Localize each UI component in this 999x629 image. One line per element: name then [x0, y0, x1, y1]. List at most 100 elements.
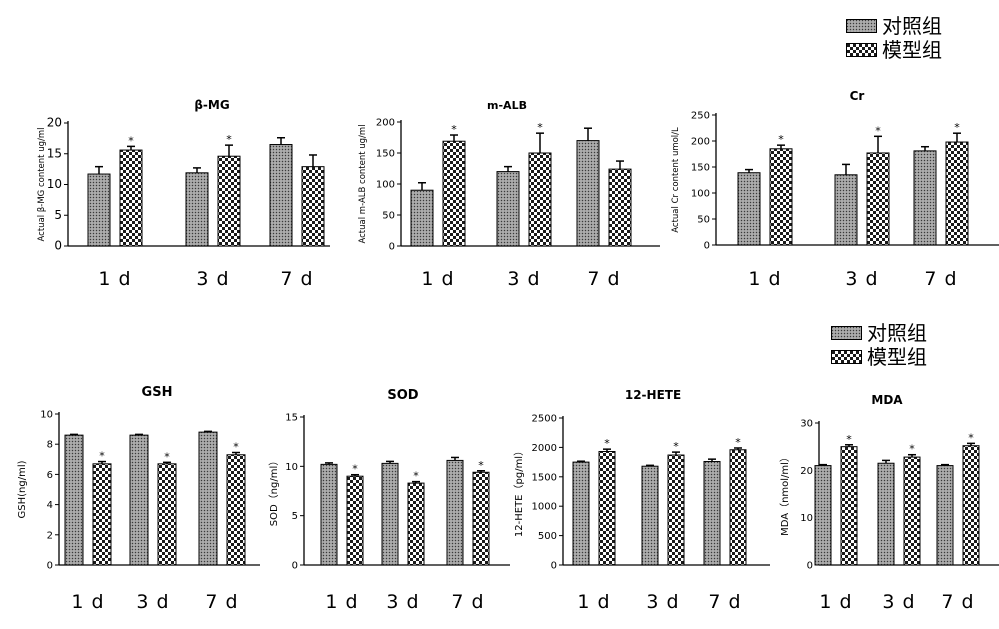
12-hete-chart-svg: 12-HETE 12-HETE（pg/ml） 0 500 1000 1500 2000 250…: [513, 388, 770, 613]
significance-mark: *: [478, 459, 484, 472]
y-tick-label: 10: [40, 410, 53, 421]
bar-control: [446, 459, 464, 566]
chart-beta-mg: β-MG Actual β-MG content ug/ml 0 5 10 15 20 * 1 …: [0, 95, 330, 290]
y-tick-label: 200: [691, 137, 710, 148]
legend-label: 对照组: [882, 14, 942, 38]
x-category-label: 3 d: [136, 591, 169, 613]
y-axis-label: MDA（nmol/ml）: [779, 452, 791, 536]
bar-control: [320, 463, 338, 566]
control-swatch-icon: [846, 19, 877, 33]
y-tick-label: 15: [47, 146, 62, 160]
y-tick-label: 30: [800, 419, 813, 430]
bar-model: [301, 166, 325, 247]
bar-model: [226, 454, 246, 566]
bar-model: [442, 140, 466, 247]
model-swatch-icon: [831, 350, 862, 364]
bar-model: [667, 454, 685, 566]
m-alb-chart-svg: m-ALB Actual m-ALB content ug/ml 0 50 100 150…: [358, 99, 660, 290]
legend-item-model: 模型组: [831, 345, 927, 369]
bar-model: [945, 141, 969, 246]
y-tick-label: 8: [47, 440, 53, 451]
model-swatch-icon: [846, 43, 877, 57]
x-category-label: 7 d: [924, 268, 957, 290]
bar-model: [472, 471, 490, 566]
x-category-label: 1 d: [325, 591, 358, 613]
chart-12-hete: 12-HETE 12-HETE（pg/ml） 0 500 1000 1500 2000 250…: [510, 378, 770, 613]
x-category-label: 1 d: [71, 591, 104, 613]
bar-model: [598, 451, 616, 566]
bar-control: [410, 189, 434, 247]
y-tick-label: 1500: [532, 472, 557, 483]
y-tick-label: 100: [691, 189, 710, 200]
bar-control: [185, 172, 209, 247]
chart-title: SOD: [387, 388, 418, 403]
x-category-label: 1 d: [577, 591, 610, 613]
bar-model: [92, 463, 112, 566]
significance-mark: *: [673, 440, 679, 453]
chart-title: 12-HETE: [625, 388, 681, 402]
x-category-label: 3 d: [507, 268, 540, 290]
x-category-label: 3 d: [646, 591, 679, 613]
chart-cr: Cr Actual Cr content umol/L 0 50 100 150 200 25…: [660, 88, 999, 290]
y-tick-label: 10: [800, 513, 813, 524]
y-tick-label: 20: [47, 116, 62, 130]
beta-mg-chart-svg: β-MG Actual β-MG content ug/ml 0 5 10 15 20 * 1 …: [37, 98, 330, 290]
x-category-label: 1 d: [98, 268, 131, 290]
bar-model: [769, 148, 793, 246]
y-tick-label: 20: [800, 466, 813, 477]
bar-model: [840, 446, 858, 566]
bar-control: [64, 434, 84, 566]
bar-control: [814, 465, 832, 566]
y-tick-label: 0: [292, 561, 298, 572]
y-tick-label: 15: [285, 413, 298, 424]
control-swatch-icon: [831, 326, 862, 340]
significance-mark: *: [604, 437, 610, 450]
significance-mark: *: [875, 124, 881, 137]
y-axis-label: Actual Cr content umol/L: [671, 127, 681, 233]
bar-control: [381, 462, 399, 566]
y-tick-label: 0: [704, 241, 710, 252]
y-tick-label: 100: [376, 180, 395, 191]
significance-mark: *: [128, 134, 134, 147]
chart-sod: SOD SOD（ng/ml） 0 5 10 15 * 1 d * 3 d * 7 d: [260, 378, 510, 613]
chart-title: MDA: [871, 393, 903, 407]
chart-title: Cr: [850, 89, 865, 103]
bar-control: [877, 462, 895, 566]
legend-item-control: 对照组: [846, 14, 942, 38]
significance-mark: *: [909, 443, 915, 456]
bar-control: [913, 150, 937, 246]
chart-title: GSH: [142, 385, 173, 400]
significance-mark: *: [99, 450, 105, 463]
significance-mark: *: [735, 436, 741, 449]
x-category-label: 3 d: [882, 591, 915, 613]
y-tick-label: 0: [47, 561, 53, 572]
y-tick-label: 150: [376, 149, 395, 160]
x-category-label: 1 d: [819, 591, 852, 613]
x-category-label: 7 d: [205, 591, 238, 613]
significance-mark: *: [451, 123, 457, 136]
y-tick-label: 5: [292, 511, 298, 522]
bar-control: [703, 461, 721, 566]
bar-model: [407, 482, 425, 566]
bar-control: [834, 174, 858, 246]
y-tick-label: 0: [807, 561, 813, 572]
y-tick-label: 0: [551, 561, 557, 572]
x-category-label: 1 d: [748, 268, 781, 290]
y-axis-label: GSH(ng/ml): [17, 460, 28, 518]
y-tick-label: 500: [538, 531, 557, 542]
y-tick-label: 50: [382, 211, 395, 222]
y-tick-label: 4: [47, 500, 53, 511]
chart-gsh: GSH GSH(ng/ml) 0 2 4 6 8 10 * 1 d * 3 d * 7 d: [0, 378, 260, 613]
y-tick-label: 0: [389, 242, 395, 253]
bar-model: [528, 152, 552, 247]
y-tick-label: 10: [285, 462, 298, 473]
bar-control: [129, 434, 149, 566]
legend-bottom: 对照组 模型组: [831, 321, 927, 369]
bar-control: [269, 144, 293, 247]
chart-m-alb: m-ALB Actual m-ALB content ug/ml 0 50 100 150…: [330, 95, 660, 290]
y-tick-label: 150: [691, 163, 710, 174]
bar-model: [729, 449, 747, 566]
y-axis-label: 12-HETE（pg/ml）: [513, 446, 525, 537]
y-axis-label: Actual β-MG content ug/ml: [37, 128, 47, 242]
significance-mark: *: [164, 450, 170, 463]
